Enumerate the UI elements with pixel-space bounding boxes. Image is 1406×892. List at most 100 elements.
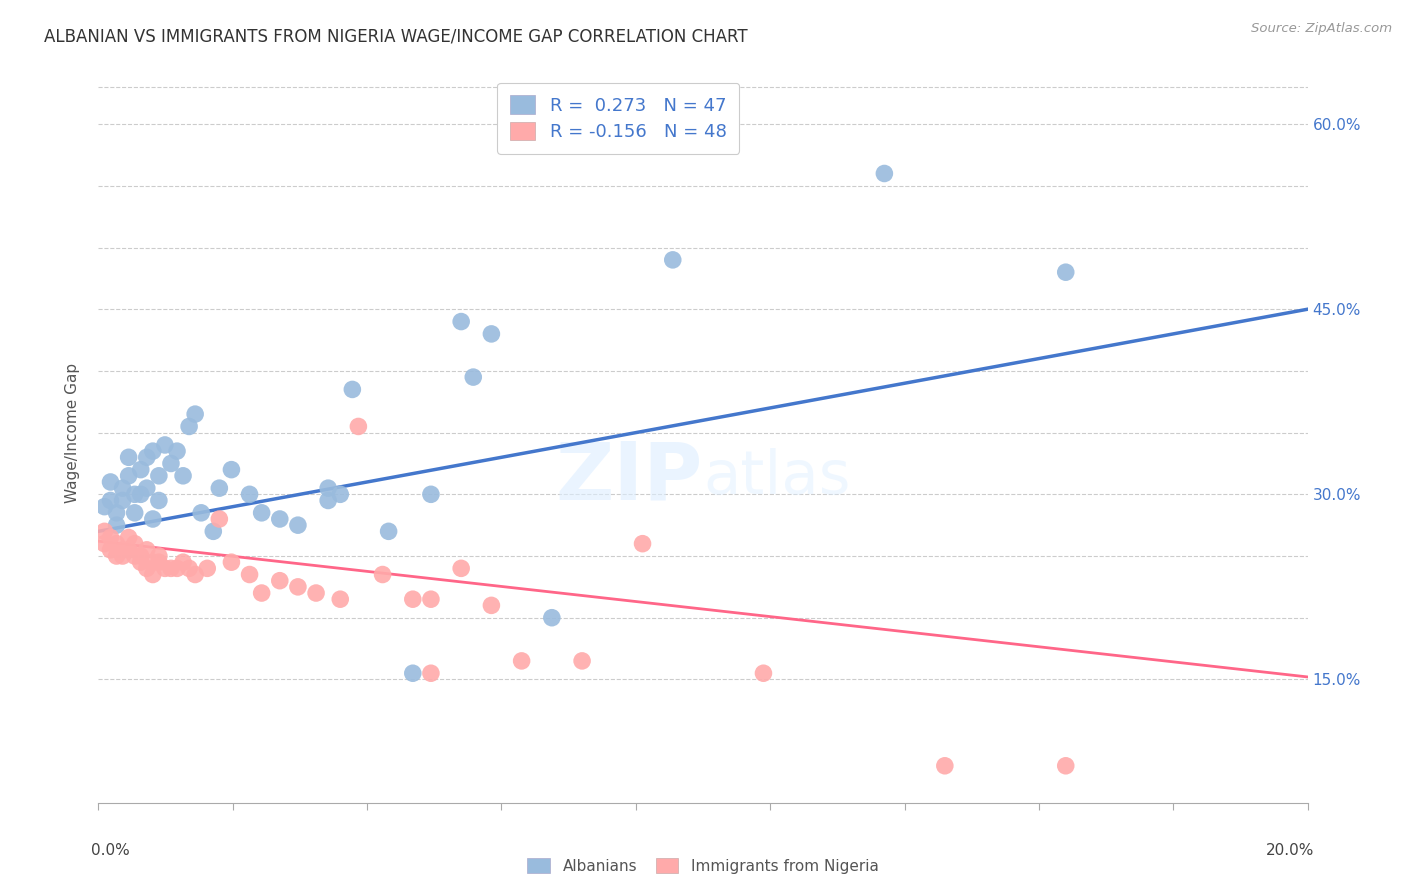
Point [269, 574, 291, 588]
Point [118, 450, 141, 465]
Point [510, 654, 533, 668]
Point [172, 468, 194, 483]
Point [195, 561, 218, 575]
Point [316, 481, 339, 495]
Point [661, 252, 683, 267]
Point [305, 586, 328, 600]
Point [142, 567, 165, 582]
Point [105, 536, 128, 550]
Legend: Albanians, Immigrants from Nigeria: Albanians, Immigrants from Nigeria [522, 852, 884, 880]
Point [1054, 758, 1077, 772]
Point [208, 481, 231, 495]
Point [420, 666, 443, 681]
Point [148, 468, 170, 483]
Point [190, 506, 212, 520]
Point [100, 542, 122, 557]
Point [111, 493, 134, 508]
Point [135, 450, 157, 465]
Point [100, 475, 122, 489]
Point [377, 524, 399, 539]
Point [135, 561, 157, 575]
Point [118, 468, 141, 483]
Point [118, 542, 141, 557]
Point [250, 586, 273, 600]
Point [202, 524, 225, 539]
Text: 0.0%: 0.0% [91, 843, 131, 858]
Point [402, 592, 425, 607]
Point [153, 561, 176, 575]
Point [481, 599, 503, 613]
Point [111, 549, 134, 563]
Point [420, 592, 443, 607]
Point [540, 610, 562, 624]
Y-axis label: Wage/Income Gap: Wage/Income Gap [65, 362, 80, 503]
Point [208, 512, 231, 526]
Text: ALBANIAN VS IMMIGRANTS FROM NIGERIA WAGE/INCOME GAP CORRELATION CHART: ALBANIAN VS IMMIGRANTS FROM NIGERIA WAGE… [44, 28, 748, 45]
Point [105, 549, 128, 563]
Point [135, 542, 157, 557]
Point [239, 487, 262, 501]
Point [239, 567, 262, 582]
Point [148, 549, 170, 563]
Text: Source: ZipAtlas.com: Source: ZipAtlas.com [1251, 22, 1392, 36]
Point [329, 487, 352, 501]
Point [153, 438, 176, 452]
Point [934, 758, 956, 772]
Point [347, 419, 370, 434]
Point [342, 383, 364, 397]
Point [148, 555, 170, 569]
Legend: R =  0.273   N = 47, R = -0.156   N = 48: R = 0.273 N = 47, R = -0.156 N = 48 [498, 83, 740, 153]
Point [135, 481, 157, 495]
Point [93, 536, 115, 550]
Point [450, 561, 472, 575]
Point [250, 506, 273, 520]
Text: 20.0%: 20.0% [1267, 843, 1315, 858]
Point [1054, 265, 1077, 279]
Point [129, 555, 152, 569]
Point [129, 462, 152, 476]
Point [184, 567, 207, 582]
Point [287, 580, 309, 594]
Point [93, 500, 115, 514]
Point [124, 506, 146, 520]
Point [124, 549, 146, 563]
Point [402, 666, 425, 681]
Point [111, 542, 134, 557]
Point [179, 419, 201, 434]
Point [100, 531, 122, 545]
Point [100, 493, 122, 508]
Point [316, 493, 339, 508]
Point [450, 314, 472, 328]
Point [142, 555, 165, 569]
Point [269, 512, 291, 526]
Text: atlas: atlas [703, 448, 851, 507]
Point [184, 407, 207, 421]
Point [93, 524, 115, 539]
Point [287, 518, 309, 533]
Point [166, 561, 188, 575]
Point [752, 666, 775, 681]
Point [129, 549, 152, 563]
Point [371, 567, 394, 582]
Point [148, 493, 170, 508]
Point [105, 518, 128, 533]
Point [631, 536, 654, 550]
Text: ZIP: ZIP [555, 438, 703, 516]
Point [160, 561, 183, 575]
Point [179, 561, 201, 575]
Point [221, 462, 243, 476]
Point [571, 654, 593, 668]
Point [142, 444, 165, 458]
Point [111, 481, 134, 495]
Point [129, 487, 152, 501]
Point [160, 457, 183, 471]
Point [873, 166, 896, 180]
Point [329, 592, 352, 607]
Point [481, 326, 503, 341]
Point [105, 506, 128, 520]
Point [124, 536, 146, 550]
Point [124, 487, 146, 501]
Point [118, 531, 141, 545]
Point [420, 487, 443, 501]
Point [172, 555, 194, 569]
